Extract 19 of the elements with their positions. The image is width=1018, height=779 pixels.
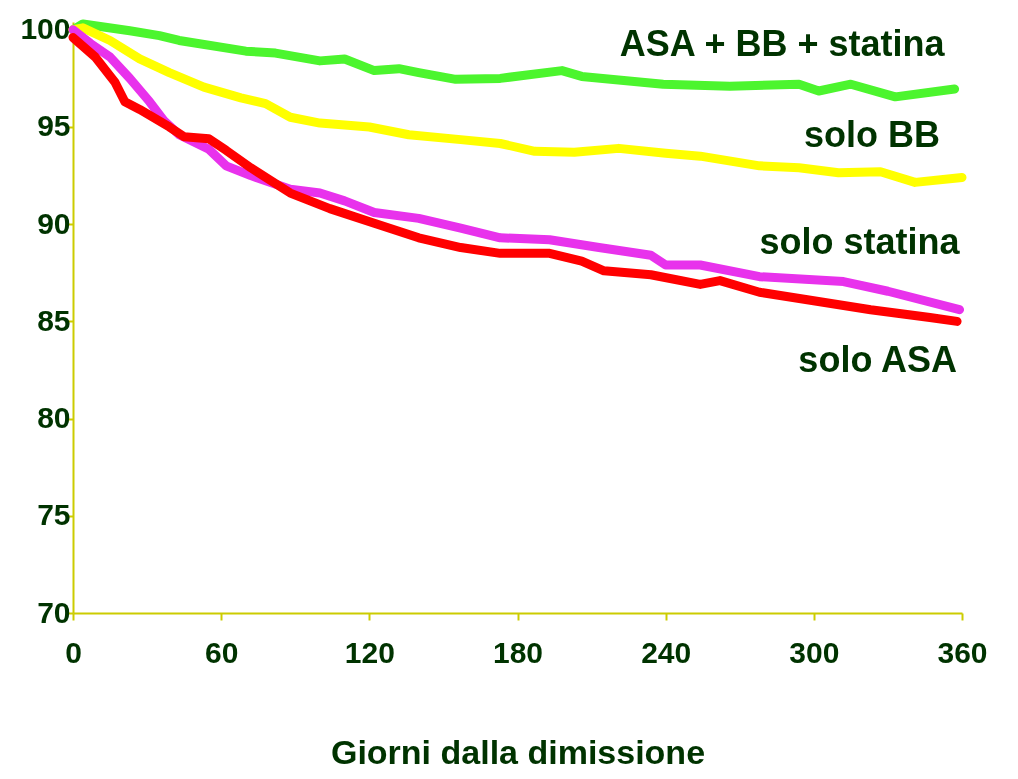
y-tick-label: 90	[37, 206, 71, 240]
x-tick-label: 240	[641, 635, 692, 669]
x-tick-label: 300	[789, 635, 840, 669]
x-tick-label: 60	[204, 635, 239, 669]
y-tick-label: 95	[37, 109, 71, 143]
series-label: ASA + BB + statina	[619, 23, 946, 65]
y-tick-label: 70	[37, 595, 71, 629]
y-tick-label: 80	[37, 401, 71, 435]
series-label: solo statina	[759, 220, 961, 262]
x-tick-label: 0	[65, 635, 82, 669]
x-axis-title: Giorni dalla dimissione	[330, 732, 706, 771]
series-label: solo ASA	[798, 339, 958, 381]
x-tick-label: 180	[492, 635, 544, 669]
series-label: solo BB	[803, 113, 940, 155]
y-tick-label: 85	[37, 303, 71, 337]
x-tick-label: 120	[344, 635, 395, 669]
y-tick-label: 75	[37, 498, 71, 532]
x-tick-label: 360	[937, 635, 988, 669]
y-tick-label: 100	[20, 12, 71, 46]
